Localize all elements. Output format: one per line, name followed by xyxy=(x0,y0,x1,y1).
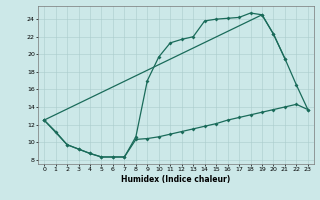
X-axis label: Humidex (Indice chaleur): Humidex (Indice chaleur) xyxy=(121,175,231,184)
